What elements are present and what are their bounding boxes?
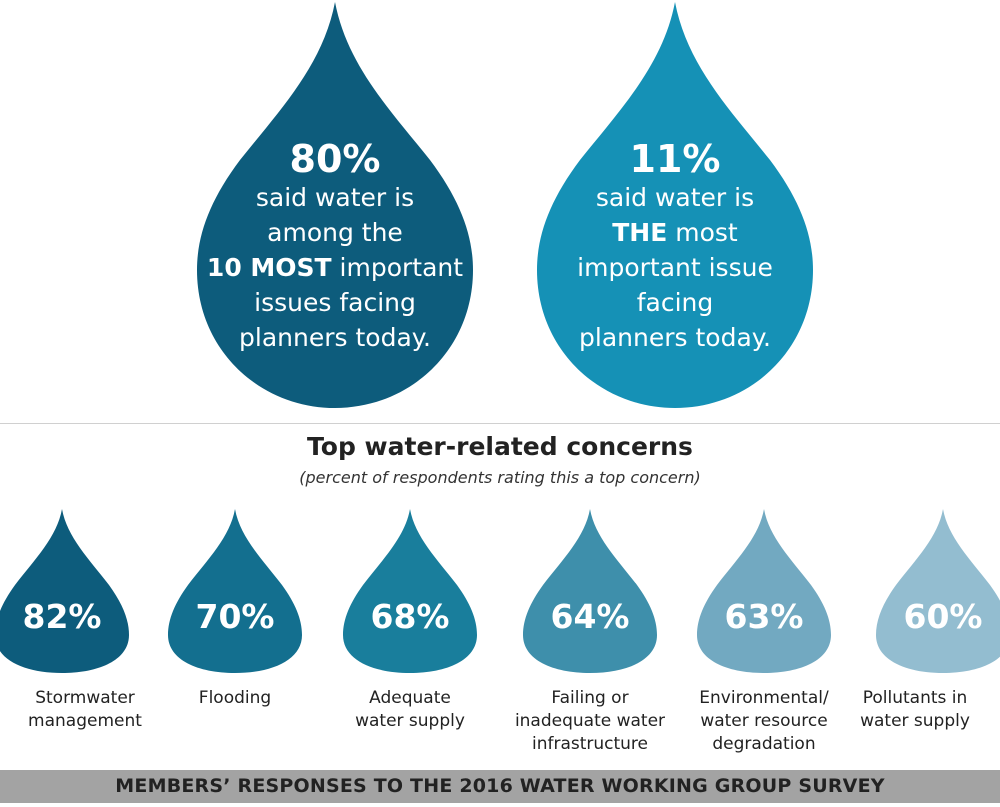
headline-stat-line: 10 MOST important [185, 250, 485, 285]
concern-drop-shape [343, 509, 477, 673]
water-drop-icon [697, 509, 831, 673]
emphasis-text: THE [612, 218, 668, 247]
water-drop-icon [537, 2, 813, 408]
concern-drop: 68% [335, 507, 485, 675]
headline-stat-text: 80% said water is among the 10 MOST import… [185, 138, 485, 355]
headline-stat-line: said water is [525, 180, 825, 215]
concern-value-label: 63% [724, 597, 804, 636]
concern-drop-shape [168, 509, 302, 673]
concern-category-label: Pollutants in water supply [830, 687, 1000, 733]
concern-value-label: 70% [195, 597, 275, 636]
chart-subtitle: (percent of respondents rating this a to… [299, 468, 701, 487]
concern-drop-shape [523, 509, 657, 673]
concern-value-label: 64% [550, 597, 630, 636]
concern-drop: 60% [868, 507, 1000, 675]
drop-shape [197, 2, 473, 408]
concern-value-label: 68% [370, 597, 450, 636]
line-text: most [667, 218, 738, 247]
line-text: facing [636, 288, 714, 317]
headline-stat-description: said water is THE most important issue faci… [525, 180, 825, 355]
concern-drop: 63% [689, 507, 839, 675]
concern-value-label: 60% [903, 597, 983, 636]
category-label-line: Stormwater [35, 688, 135, 708]
headline-stat-value: 80% [289, 137, 381, 181]
line-text: important [331, 253, 464, 282]
headline-stat-text: 11% said water is THE most important issue… [525, 138, 825, 355]
line-text: issues facing [254, 288, 416, 317]
drop-shape [537, 2, 813, 408]
headline-drop-11-percent: 11% said water is THE most important issue… [525, 0, 825, 410]
concern-drop: 64% [515, 507, 665, 675]
concern-drop-shape [697, 509, 831, 673]
category-label-line: Pollutants in [862, 688, 968, 708]
headline-stat-line: THE most [525, 215, 825, 250]
emphasis-text: 10 MOST [206, 253, 332, 282]
line-text: said water is [595, 183, 755, 212]
headline-stat-line: among the [185, 215, 485, 250]
concern-drop: 82% [0, 507, 137, 675]
category-label-line: inadequate water [514, 711, 666, 731]
line-text: important issue [577, 253, 773, 282]
survey-footer-banner: MEMBERS’ RESPONSES TO THE 2016 WATER WOR… [0, 770, 1000, 803]
headline-stat-line: issues facing [185, 285, 485, 320]
concern-drop-shape [0, 509, 129, 673]
category-label-line: Adequate [369, 688, 451, 708]
headline-stat-value: 11% [629, 137, 721, 181]
headline-drop-80-percent: 80% said water is among the 10 MOST import… [185, 0, 485, 410]
concern-value-label: 82% [22, 597, 102, 636]
water-drop-icon [168, 509, 302, 673]
category-label-line: infrastructure [531, 734, 649, 754]
headline-stat-line: planners today. [185, 320, 485, 355]
line-text: planners today. [579, 323, 771, 352]
category-label-line: water supply [355, 711, 465, 731]
category-label-line: Environmental/ [699, 688, 829, 708]
concern-category-label: Environmental/water resource degradation [679, 687, 849, 756]
concern-category-label: Adequate water supply [325, 687, 495, 733]
concern-category-label: Failing or inadequate water infrastructure [505, 687, 675, 756]
category-label-line: water supply [860, 711, 970, 731]
water-drop-icon [197, 2, 473, 408]
water-drop-icon [876, 509, 1000, 673]
headline-stat-description: said water is among the 10 MOST important i… [185, 180, 485, 355]
water-drop-icon [0, 509, 129, 673]
water-drop-icon [343, 509, 477, 673]
category-label-line: water resource [700, 711, 828, 731]
line-text: among the [267, 218, 403, 247]
line-text: planners today. [239, 323, 431, 352]
category-label-line: Failing or [551, 688, 629, 708]
concern-drop: 70% [160, 507, 310, 675]
concern-category-label: Stormwater management [0, 687, 170, 733]
section-divider [0, 423, 1000, 424]
headline-stat-line: said water is [185, 180, 485, 215]
headline-stat-line: important issue [525, 250, 825, 285]
category-label-line: degradation [712, 734, 816, 754]
water-drop-icon [523, 509, 657, 673]
headline-stat-line: planners today. [525, 320, 825, 355]
category-label-line: Flooding [198, 688, 272, 708]
concern-drop-shape [876, 509, 1000, 673]
line-text: said water is [255, 183, 415, 212]
headline-stat-line: facing [525, 285, 825, 320]
category-label-line: management [28, 711, 142, 731]
chart-title: Top water-related concerns [307, 432, 693, 461]
concern-category-label: Flooding [150, 687, 320, 710]
